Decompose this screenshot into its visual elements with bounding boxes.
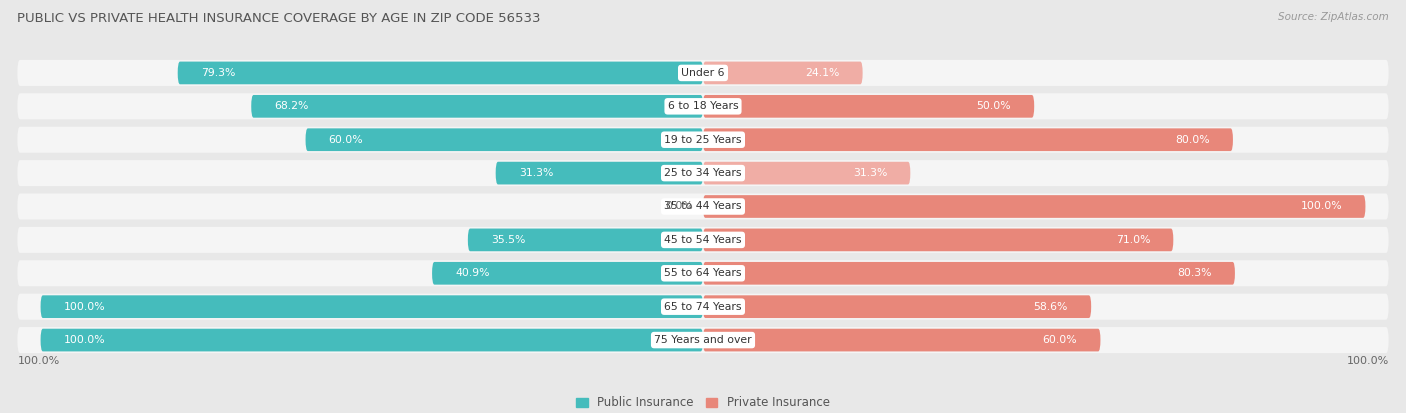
FancyBboxPatch shape [468, 228, 703, 251]
Text: Under 6: Under 6 [682, 68, 724, 78]
Text: PUBLIC VS PRIVATE HEALTH INSURANCE COVERAGE BY AGE IN ZIP CODE 56533: PUBLIC VS PRIVATE HEALTH INSURANCE COVER… [17, 12, 540, 25]
FancyBboxPatch shape [703, 62, 863, 84]
FancyBboxPatch shape [703, 128, 1233, 151]
Text: 50.0%: 50.0% [976, 101, 1011, 112]
FancyBboxPatch shape [17, 60, 1389, 86]
FancyBboxPatch shape [41, 295, 703, 318]
FancyBboxPatch shape [17, 160, 1389, 186]
Text: 6 to 18 Years: 6 to 18 Years [668, 101, 738, 112]
Text: 100.0%: 100.0% [63, 335, 105, 345]
FancyBboxPatch shape [17, 93, 1389, 119]
FancyBboxPatch shape [432, 262, 703, 285]
FancyBboxPatch shape [17, 127, 1389, 153]
Text: 35.5%: 35.5% [491, 235, 526, 245]
Text: 100.0%: 100.0% [1301, 202, 1343, 211]
FancyBboxPatch shape [17, 327, 1389, 353]
FancyBboxPatch shape [703, 295, 1091, 318]
Text: 60.0%: 60.0% [329, 135, 363, 145]
Text: 100.0%: 100.0% [1347, 356, 1389, 366]
FancyBboxPatch shape [252, 95, 703, 118]
Text: 35 to 44 Years: 35 to 44 Years [664, 202, 742, 211]
Text: 100.0%: 100.0% [17, 356, 59, 366]
Text: 79.3%: 79.3% [201, 68, 235, 78]
Text: 31.3%: 31.3% [519, 168, 553, 178]
Text: 60.0%: 60.0% [1043, 335, 1077, 345]
FancyBboxPatch shape [703, 228, 1174, 251]
Text: 65 to 74 Years: 65 to 74 Years [664, 301, 742, 312]
FancyBboxPatch shape [703, 329, 1101, 351]
FancyBboxPatch shape [41, 329, 703, 351]
Text: 45 to 54 Years: 45 to 54 Years [664, 235, 742, 245]
Text: 19 to 25 Years: 19 to 25 Years [664, 135, 742, 145]
Text: 68.2%: 68.2% [274, 101, 309, 112]
Text: 80.0%: 80.0% [1175, 135, 1209, 145]
Text: 24.1%: 24.1% [806, 68, 839, 78]
Text: 0.0%: 0.0% [665, 202, 693, 211]
Text: 31.3%: 31.3% [853, 168, 887, 178]
Text: 55 to 64 Years: 55 to 64 Years [664, 268, 742, 278]
FancyBboxPatch shape [177, 62, 703, 84]
FancyBboxPatch shape [17, 294, 1389, 320]
FancyBboxPatch shape [305, 128, 703, 151]
Text: 58.6%: 58.6% [1033, 301, 1069, 312]
Text: 40.9%: 40.9% [456, 268, 489, 278]
FancyBboxPatch shape [17, 227, 1389, 253]
FancyBboxPatch shape [17, 193, 1389, 220]
Text: 80.3%: 80.3% [1177, 268, 1212, 278]
FancyBboxPatch shape [703, 95, 1035, 118]
FancyBboxPatch shape [703, 195, 1365, 218]
Text: 25 to 34 Years: 25 to 34 Years [664, 168, 742, 178]
FancyBboxPatch shape [703, 162, 910, 185]
FancyBboxPatch shape [496, 162, 703, 185]
FancyBboxPatch shape [17, 260, 1389, 286]
Text: Source: ZipAtlas.com: Source: ZipAtlas.com [1278, 12, 1389, 22]
FancyBboxPatch shape [703, 262, 1234, 285]
Text: 100.0%: 100.0% [63, 301, 105, 312]
Text: 75 Years and over: 75 Years and over [654, 335, 752, 345]
Text: 71.0%: 71.0% [1115, 235, 1150, 245]
Legend: Public Insurance, Private Insurance: Public Insurance, Private Insurance [571, 392, 835, 413]
